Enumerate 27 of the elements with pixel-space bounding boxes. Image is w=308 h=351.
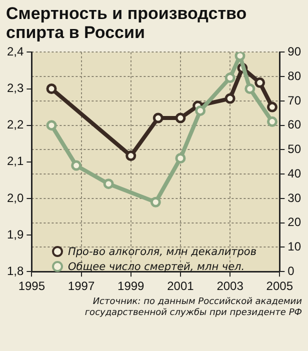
text: Источник: по данным Российской академии государственной службы при президенте РФ [84, 297, 303, 319]
y2-tick-label: 70 [288, 93, 302, 108]
y-tick-label: 2,0 [6, 190, 24, 205]
chart-title: Смертность и производство спирта в России [5, 3, 248, 42]
x-tick-label: 1995 [18, 279, 46, 294]
y2-tick-label: 30 [288, 190, 302, 205]
y2-tick-label: 40 [288, 166, 302, 180]
y-tick-label: 1,9 [6, 227, 24, 242]
y-tick-label: 2,1 [6, 154, 24, 168]
y-tick-label: 1,8 [6, 264, 24, 278]
x-tick-label: 2001 [167, 279, 194, 294]
y2-tick-label: 10 [288, 240, 302, 254]
y-tick-label: 2,3 [6, 81, 24, 96]
y2-tick-label: 80 [288, 68, 302, 83]
y-tick-label: 2,2 [6, 118, 24, 132]
y2-tick-label: 50 [288, 142, 302, 156]
y2-tick-label: 20 [288, 215, 302, 230]
y2-tick-label: 60 [288, 118, 302, 132]
y-tick-label: 2,4 [6, 44, 24, 59]
legend-label: Общее число смертей, млн чел. [67, 260, 246, 275]
x-tick-label: 2003 [216, 279, 244, 294]
legend-label: Про-во алкоголя, млн декалитров [67, 245, 257, 260]
y2-tick-label: 90 [288, 44, 302, 59]
x-tick-label: 1999 [118, 279, 145, 294]
x-tick-label: 1997 [68, 279, 95, 294]
y2-tick-label: 0 [288, 264, 295, 278]
x-tick-label: 2005 [266, 279, 294, 294]
